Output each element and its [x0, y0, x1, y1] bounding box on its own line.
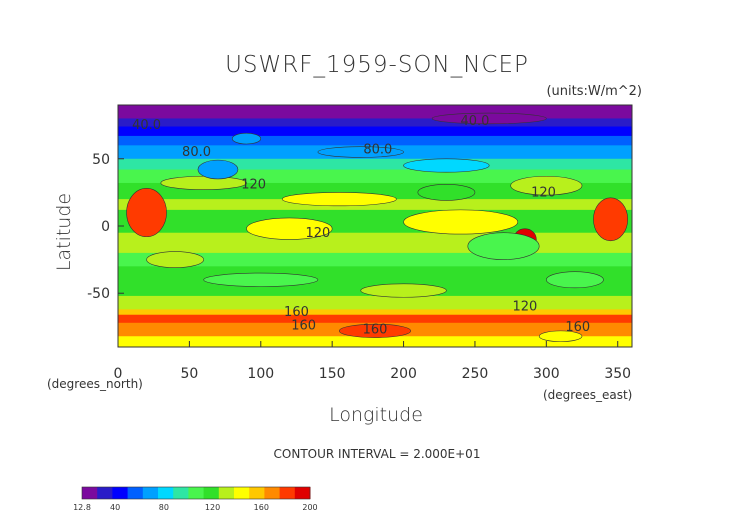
colorbar [81, 486, 311, 500]
field-patch [403, 209, 519, 235]
colorbar-swatch [294, 487, 311, 499]
x-tick-label: 350 [604, 366, 631, 382]
y-axis-label: Latitude [53, 193, 75, 271]
field-patch [538, 330, 583, 342]
chart-title: USWRF_1959-SON_NCEP [225, 52, 529, 78]
lat-band [118, 336, 632, 348]
contour-label: 160 [284, 305, 309, 320]
colorbar-swatch [112, 487, 129, 499]
field-bands [118, 105, 632, 348]
contour-label: 120 [531, 185, 556, 200]
x-tick-label: 200 [390, 366, 417, 382]
colorbar-swatch [218, 487, 235, 499]
colorbar-tick-label: 200 [302, 503, 317, 512]
field-patch [510, 175, 583, 196]
contour-label: 80.0 [363, 142, 392, 157]
colorbar-swatch [173, 487, 189, 499]
colorbar-swatch [264, 487, 281, 499]
y-tick-label: -50 [87, 286, 110, 302]
lat-band [118, 118, 632, 128]
field-patch [546, 271, 604, 289]
field-patch [467, 232, 540, 260]
colorbar-swatch [127, 487, 144, 499]
colorbar-swatch [203, 487, 220, 499]
colorbar-swatch [97, 487, 113, 499]
x-tick-label: 150 [319, 366, 346, 382]
x-tick-label: 0 [114, 366, 123, 382]
x-unit-label: (degrees_east) [543, 388, 632, 402]
lat-band [118, 199, 632, 211]
contour-label: 160 [363, 323, 388, 338]
x-tick-label: 50 [180, 366, 198, 382]
contour-label: 160 [565, 320, 590, 335]
x-tick-label: 100 [247, 366, 274, 382]
x-axis-label: Longitude [329, 404, 423, 426]
colorbar-swatch [188, 487, 205, 499]
contour-label: 80.0 [182, 145, 211, 160]
lat-band [118, 309, 632, 316]
field-patch [403, 158, 490, 173]
lat-band [118, 314, 632, 324]
colorbar-frame [81, 486, 311, 500]
colorbar-swatch [249, 487, 265, 499]
y-axis-ticks: 50 0 -50 [87, 152, 124, 302]
colorbar-swatch [82, 487, 98, 499]
field-patch [197, 159, 239, 180]
field-patch [317, 146, 404, 158]
field-patch [360, 283, 447, 298]
colorbar-tick-label: 12.8 [73, 503, 91, 512]
field-patch [146, 251, 204, 268]
field-patch [417, 184, 476, 201]
field-patch [593, 197, 629, 242]
y-tick-label: 0 [101, 219, 110, 235]
contour-label: 40.0 [460, 114, 489, 129]
contour-interval-text: CONTOUR INTERVAL = 2.000E+01 [274, 447, 481, 461]
field-patch [431, 112, 547, 125]
colorbar-swatch [279, 487, 296, 499]
field-patch [231, 132, 262, 145]
lat-band [118, 232, 632, 254]
contour-label: 120 [241, 177, 266, 192]
field-patch [203, 272, 319, 287]
x-axis-ticks: 0 50 100 150 200 250 300 350 [114, 341, 631, 382]
colorbar-swatch [158, 487, 174, 499]
colorbar-tick-label: 40 [110, 503, 120, 512]
lat-band [118, 209, 632, 234]
lat-band [118, 105, 632, 119]
lat-band [118, 135, 632, 146]
units-label: (units:W/m^2) [546, 84, 642, 99]
colorbar-swatch [142, 487, 159, 499]
field-patch [246, 217, 333, 240]
field-patch [126, 188, 167, 238]
field-patch [339, 323, 411, 338]
contour-label: 40.0 [132, 118, 161, 133]
lat-band [118, 182, 632, 200]
field-blobs [126, 112, 629, 342]
x-tick-label: 250 [462, 366, 489, 382]
field-patch [281, 192, 397, 207]
colorbar-tick-label: 80 [159, 503, 169, 512]
lat-band [118, 158, 632, 171]
y-tick-label: 50 [92, 152, 110, 168]
colorbar-tick-labels: 12.8 40 80 120 160 200 [73, 503, 318, 512]
y-unit-label: (degrees_north) [47, 377, 143, 391]
x-tick-label: 300 [533, 366, 560, 382]
contour-label: 120 [305, 226, 330, 241]
contour-label: 120 [513, 300, 538, 315]
lat-band [118, 126, 632, 137]
lat-band [118, 169, 632, 184]
contour-label: 160 [291, 319, 316, 334]
field-patch [160, 175, 247, 190]
colorbar-swatch [234, 487, 250, 499]
lat-band [118, 295, 632, 310]
colorbar-tick-label: 160 [254, 503, 269, 512]
colorbar-tick-label: 120 [205, 503, 220, 512]
